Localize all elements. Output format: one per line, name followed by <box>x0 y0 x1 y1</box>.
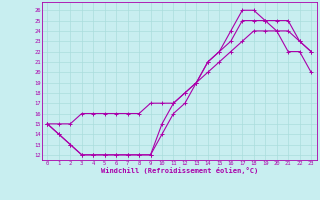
X-axis label: Windchill (Refroidissement éolien,°C): Windchill (Refroidissement éolien,°C) <box>100 167 258 174</box>
